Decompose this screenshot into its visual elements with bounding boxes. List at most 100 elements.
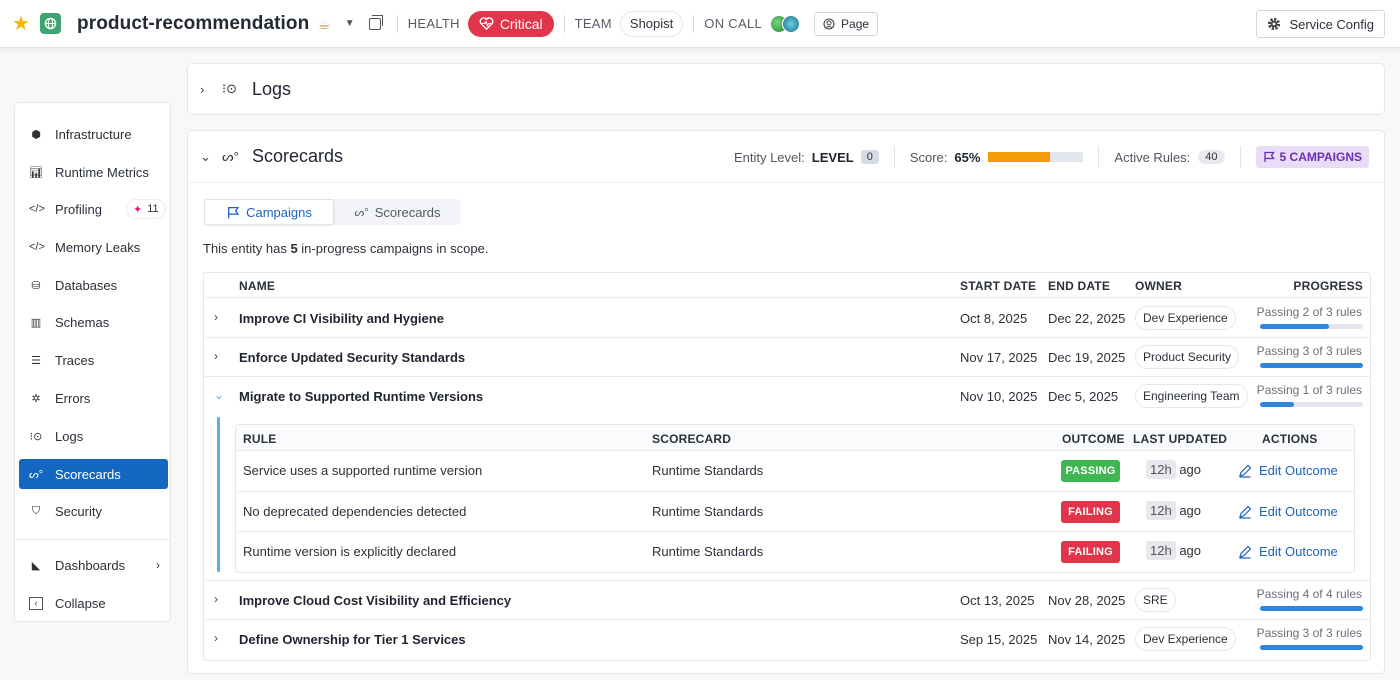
score-bar-fill: [988, 152, 1051, 162]
chevron-right-icon[interactable]: ›: [214, 349, 218, 363]
scorecard-icon: ᔕ°: [29, 468, 44, 481]
sidebar-item-dashboards[interactable]: ◣ Dashboards ›: [19, 550, 168, 580]
tab-campaigns[interactable]: Campaigns: [204, 199, 334, 225]
time-chip: 12h: [1146, 541, 1176, 560]
profiling-insights-badge[interactable]: ✦ 11: [125, 199, 166, 219]
owner-pill[interactable]: Dev Experience: [1135, 306, 1236, 330]
health-status-text: Critical: [499, 15, 543, 32]
sidebar-item-label: Errors: [55, 390, 91, 406]
sidebar-item-profiling[interactable]: </> Profiling ✦ 11: [19, 194, 168, 224]
sidebar-item-errors[interactable]: ✲ Errors: [19, 383, 168, 413]
sidebar-item-label: Security: [55, 503, 102, 519]
sidebar-item-databases[interactable]: ⛁ Databases: [19, 270, 168, 300]
sidebar-item-infrastructure[interactable]: ⬢ Infrastructure: [19, 119, 168, 149]
campaign-name[interactable]: Define Ownership for Tier 1 Services: [239, 632, 466, 647]
column-header-scorecard[interactable]: SCORECARD: [652, 432, 732, 446]
service-title: product-recommendation: [77, 12, 310, 34]
copy-icon[interactable]: [368, 14, 383, 30]
scorecard-name[interactable]: Runtime Standards: [652, 463, 764, 478]
edit-outcome-button[interactable]: Edit Outcome: [1238, 544, 1338, 559]
edit-outcome-button[interactable]: Edit Outcome: [1238, 463, 1338, 478]
divider: [396, 14, 398, 33]
last-updated: 12h ago: [1146, 501, 1202, 520]
chevron-down-icon[interactable]: ⌄: [200, 148, 211, 164]
scope-summary: This entity has 5 in-progress campaigns …: [203, 241, 488, 256]
last-updated: 12h ago: [1146, 541, 1201, 560]
sidebar-item-memory-leaks[interactable]: </> Memory Leaks: [19, 232, 168, 262]
collapse-sidebar-button[interactable]: ‹ Collapse: [19, 588, 168, 618]
rule-row: Runtime version is explicitly declared R…: [236, 532, 1354, 572]
view-tabs: Campaigns ᔕ° Scorecards: [204, 199, 461, 225]
collapse-icon: ‹: [29, 596, 43, 610]
hexagon-icon: ⬢: [31, 128, 41, 141]
favorite-star-icon[interactable]: ★: [12, 13, 30, 35]
edit-outcome-button[interactable]: Edit Outcome: [1238, 504, 1338, 519]
rule-row: Service uses a supported runtime version…: [236, 451, 1354, 492]
column-header-progress[interactable]: PROGRESS: [1293, 279, 1363, 293]
shield-icon: ⛉: [31, 504, 41, 517]
campaigns-badge[interactable]: 5 CAMPAIGNS: [1255, 146, 1369, 168]
progress-fill: [1260, 645, 1363, 650]
bug-icon: ✲: [31, 392, 41, 405]
owner-pill[interactable]: Product Security: [1135, 345, 1240, 369]
table-row-expanded[interactable]: ⌄ Migrate to Supported Runtime Versions …: [204, 377, 1370, 417]
end-date: Nov 28, 2025: [1048, 593, 1126, 608]
sidebar-item-runtime-metrics[interactable]: 📊︎ Runtime Metrics: [19, 157, 168, 187]
sidebar-item-logs[interactable]: ⁝⊙ Logs: [19, 421, 168, 451]
chevron-right-icon[interactable]: ›: [214, 631, 218, 645]
tab-scorecards[interactable]: ᔕ° Scorecards: [334, 199, 461, 225]
owner-pill[interactable]: Engineering Team: [1135, 384, 1248, 408]
campaigns-table: NAME START DATE END DATE OWNER PROGRESS …: [203, 272, 1371, 661]
campaign-name[interactable]: Enforce Updated Security Standards: [239, 350, 466, 365]
time-suffix: ago: [1179, 503, 1202, 518]
progress-text: Passing 2 of 3 rules: [1256, 305, 1362, 319]
column-header-start-date[interactable]: START DATE: [960, 279, 1037, 293]
scorecards-panel-header[interactable]: ⌄ ᔕ° Scorecards Entity Level: LEVEL 0 Sc…: [188, 131, 1384, 183]
column-header-last-updated[interactable]: LAST UPDATED: [1133, 432, 1228, 446]
oncall-avatars[interactable]: [770, 14, 801, 33]
progress-fill: [1260, 324, 1329, 329]
chevron-right-icon[interactable]: ›: [214, 592, 218, 606]
scorecard-name[interactable]: Runtime Standards: [652, 544, 764, 559]
start-date: Nov 17, 2025: [960, 350, 1038, 365]
scorecard-name[interactable]: Runtime Standards: [652, 504, 764, 519]
table-row[interactable]: › Improve CI Visibility and Hygiene Oct …: [204, 299, 1370, 338]
column-header-end-date[interactable]: END DATE: [1048, 279, 1111, 293]
campaign-name[interactable]: Improve Cloud Cost Visibility and Effici…: [239, 593, 512, 608]
edit-outcome-label: Edit Outcome: [1259, 544, 1338, 559]
java-icon: ☕: [317, 15, 331, 33]
table-row[interactable]: › Improve Cloud Cost Visibility and Effi…: [204, 580, 1370, 620]
sidebar-item-security[interactable]: ⛉ Security: [19, 496, 168, 526]
logs-panel-header[interactable]: › ⁝⊙ Logs: [188, 64, 1384, 114]
sidebar-item-traces[interactable]: ☰ Traces: [19, 345, 168, 375]
rule-name: Runtime version is explicitly declared: [243, 544, 457, 559]
time-chip: 12h: [1146, 501, 1176, 520]
column-header-name[interactable]: NAME: [239, 279, 276, 293]
sidebar-item-label: Runtime Metrics: [55, 164, 149, 180]
logs-icon: ⁝⊙: [29, 430, 43, 443]
chevron-down-icon[interactable]: ▼: [344, 18, 355, 29]
sidebar-item-label: Traces: [55, 352, 95, 368]
service-config-button[interactable]: Service Config: [1256, 10, 1385, 38]
column-header-actions: ACTIONS: [1262, 432, 1318, 446]
chevron-right-icon[interactable]: ›: [214, 310, 218, 324]
column-header-owner[interactable]: OWNER: [1135, 279, 1182, 293]
column-header-outcome[interactable]: OUTCOME: [1062, 432, 1125, 446]
owner-pill[interactable]: Dev Experience: [1135, 627, 1236, 651]
page-button[interactable]: Page: [814, 11, 879, 36]
chevron-down-icon[interactable]: ⌄: [214, 388, 225, 402]
campaign-name[interactable]: Migrate to Supported Runtime Versions: [239, 389, 484, 404]
sidebar-item-scorecards[interactable]: ᔕ° Scorecards: [19, 459, 168, 489]
sidebar-item-label: Logs: [55, 428, 84, 444]
avatar[interactable]: [782, 14, 801, 33]
chevron-right-icon[interactable]: ›: [200, 81, 205, 97]
sidebar-item-schemas[interactable]: ▥ Schemas: [19, 307, 168, 337]
team-pill[interactable]: Shopist: [619, 10, 684, 37]
campaign-name[interactable]: Improve CI Visibility and Hygiene: [239, 311, 444, 326]
table-row[interactable]: › Enforce Updated Security Standards Nov…: [204, 338, 1370, 377]
column-header-rule[interactable]: RULE: [243, 432, 277, 446]
owner-pill[interactable]: SRE: [1135, 588, 1176, 612]
table-row[interactable]: › Define Ownership for Tier 1 Services S…: [204, 620, 1370, 660]
health-status-badge[interactable]: Critical: [467, 10, 554, 37]
end-date: Dec 19, 2025: [1048, 350, 1126, 365]
